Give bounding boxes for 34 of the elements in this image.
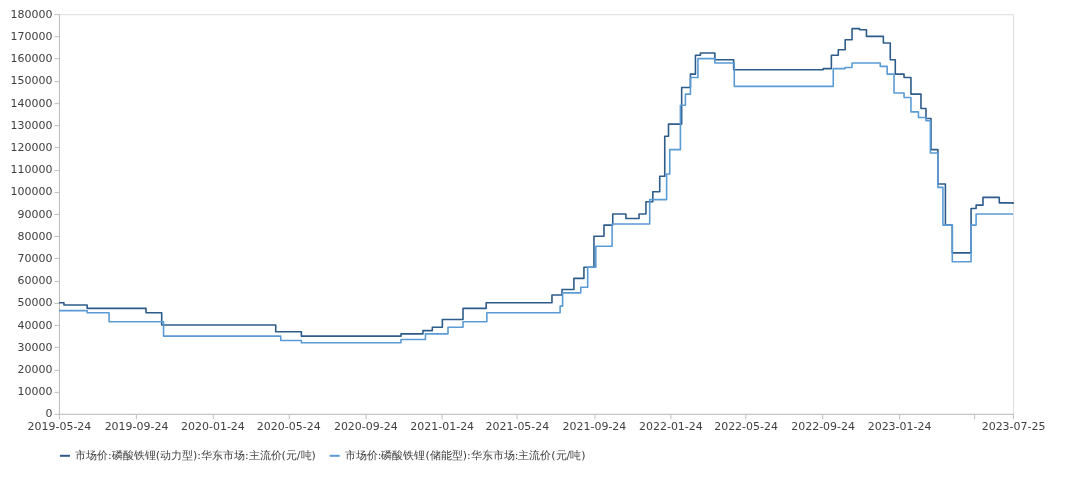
y-tick-label: 160000 xyxy=(10,52,53,66)
legend-label: 市场价:磷酸铁锂(储能型):华东市场:主流价(元/吨) xyxy=(344,448,586,462)
x-tick-label: 2021-01-24 xyxy=(410,420,475,434)
y-tick-label: 180000 xyxy=(10,7,53,21)
y-tick-label: 40000 xyxy=(17,318,53,332)
y-tick-label: 20000 xyxy=(17,362,53,376)
y-tick-label: 170000 xyxy=(10,29,53,43)
x-tick-label: 2021-09-24 xyxy=(562,420,627,434)
x-tick-label: 2020-01-24 xyxy=(181,420,245,434)
y-tick-label: 50000 xyxy=(17,296,53,310)
y-tick-label: 140000 xyxy=(10,96,53,110)
x-tick-label: 2020-05-24 xyxy=(256,420,321,434)
y-tick-label: 100000 xyxy=(10,185,53,199)
x-tick-label: 2019-05-24 xyxy=(27,420,92,434)
y-tick-label: 30000 xyxy=(17,340,53,354)
y-tick-label: 130000 xyxy=(10,118,53,132)
x-tick-label: 2022-01-24 xyxy=(639,420,703,434)
x-tick-label: 2019-09-24 xyxy=(104,420,169,434)
y-tick-label: 0 xyxy=(45,407,53,421)
y-tick-label: 90000 xyxy=(17,207,53,221)
y-tick-label: 120000 xyxy=(10,140,53,154)
y-tick-label: 10000 xyxy=(17,385,53,399)
x-tick-label: 2023-07-25 xyxy=(981,420,1046,434)
x-tick-label: 2020-09-24 xyxy=(333,420,398,434)
x-tick-label: 2022-09-24 xyxy=(791,420,856,434)
y-tick-label: 110000 xyxy=(10,163,53,177)
y-tick-label: 150000 xyxy=(10,74,53,88)
x-tick-label: 2023-01-24 xyxy=(867,420,932,434)
y-tick-label: 70000 xyxy=(17,251,53,265)
y-tick-label: 60000 xyxy=(17,274,53,288)
x-tick-label: 2021-05-24 xyxy=(485,420,550,434)
y-tick-label: 80000 xyxy=(17,229,53,243)
x-tick-label: 2022-05-24 xyxy=(714,420,778,434)
legend-label: 市场价:磷酸铁锂(动力型):华东市场:主流价(元/吨) xyxy=(74,448,316,462)
